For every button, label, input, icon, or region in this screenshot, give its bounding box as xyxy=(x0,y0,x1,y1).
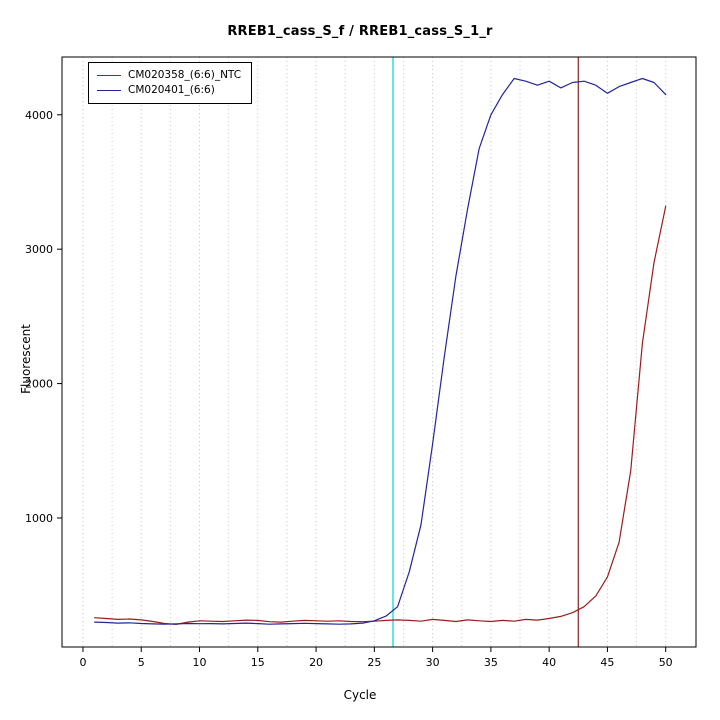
x-tick-label: 45 xyxy=(600,656,614,669)
x-tick-label: 35 xyxy=(484,656,498,669)
y-axis-label: Fluorescent xyxy=(19,324,33,394)
y-tick-label: 4000 xyxy=(25,109,53,122)
y-tick-label: 3000 xyxy=(25,243,53,256)
x-tick-label: 20 xyxy=(309,656,323,669)
y-tick-label: 2000 xyxy=(25,378,53,391)
legend-item-ntc: CM020358_(6:6)_NTC xyxy=(97,68,241,83)
x-tick-label: 5 xyxy=(138,656,145,669)
legend-label-ntc: CM020358_(6:6)_NTC xyxy=(128,69,242,81)
x-tick-label: 25 xyxy=(367,656,381,669)
series-line-0 xyxy=(93,205,667,626)
y-tick-label: 1000 xyxy=(25,512,53,525)
series-line-1 xyxy=(93,77,667,625)
legend-label-sample: CM020401_(6:6) xyxy=(128,84,215,96)
x-axis-label: Cycle xyxy=(343,688,377,702)
plot-border xyxy=(61,56,697,648)
x-tick-label: 15 xyxy=(251,656,265,669)
x-tick-label: 50 xyxy=(659,656,673,669)
legend-line-sample-blue xyxy=(97,90,121,91)
legend-item-sample: CM020401_(6:6) xyxy=(97,83,241,98)
legend: CM020358_(6:6)_NTC CM020401_(6:6) xyxy=(88,62,253,104)
x-tick-label: 0 xyxy=(79,656,86,669)
legend-line-sample-red xyxy=(97,75,121,76)
chart-title: RREB1_cass_S_f / RREB1_cass_S_1_r xyxy=(227,24,493,39)
x-tick-label: 30 xyxy=(426,656,440,669)
x-tick-label: 10 xyxy=(193,656,207,669)
x-tick-label: 40 xyxy=(542,656,556,669)
